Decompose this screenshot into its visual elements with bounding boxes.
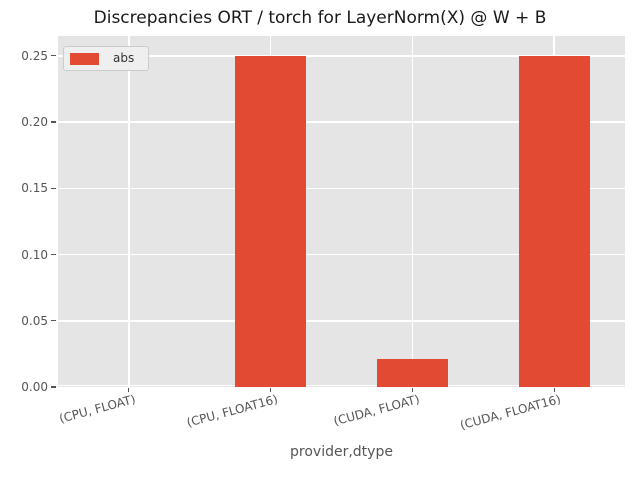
legend-swatch-abs [70, 52, 99, 65]
gridline-horizontal [58, 320, 625, 322]
bar-cuda-float16 [518, 55, 590, 387]
y-tick-label: 0.10 [21, 247, 48, 262]
x-tick-mark [270, 388, 272, 392]
x-tick-mark [411, 388, 413, 392]
y-tick-label: 0.05 [21, 313, 48, 328]
gridline-horizontal [58, 121, 625, 123]
y-tick-mark [51, 121, 56, 123]
x-tick-label: (CUDA, FLOAT16) [458, 392, 563, 433]
gridline-horizontal [58, 384, 625, 387]
gridline-horizontal [58, 253, 625, 256]
y-tick-label: 0.25 [21, 48, 48, 63]
bar-cuda-float [376, 359, 448, 387]
x-tick-mark [553, 388, 555, 392]
chart-title: Discrepancies ORT / torch for LayerNorm(… [93, 8, 547, 28]
y-tick-label: 0.15 [21, 181, 48, 196]
legend-label-abs: abs [113, 51, 135, 65]
gridline-horizontal [58, 55, 625, 57]
y-tick-mark [51, 187, 56, 189]
x-tick-label: (CPU, FLOAT) [58, 392, 138, 426]
x-axis-label: provider,dtype [290, 444, 393, 460]
y-tick-mark [51, 253, 56, 256]
y-tick-label: 0.20 [21, 115, 48, 130]
legend: abs [63, 46, 150, 71]
gridline-vertical [411, 36, 414, 387]
y-tick-mark [51, 386, 56, 388]
x-tick-label: (CPU, FLOAT16) [185, 392, 280, 430]
y-tick-label: 0.00 [21, 380, 48, 394]
gridline-horizontal [58, 187, 625, 190]
x-tick-mark [128, 388, 130, 392]
x-tick-label: (CUDA, FLOAT) [331, 392, 421, 429]
gridline-vertical [128, 36, 130, 387]
y-tick-mark [51, 320, 56, 322]
plot-area [58, 36, 625, 387]
bar-cpu-float16 [235, 55, 307, 387]
y-tick-mark [51, 55, 56, 57]
